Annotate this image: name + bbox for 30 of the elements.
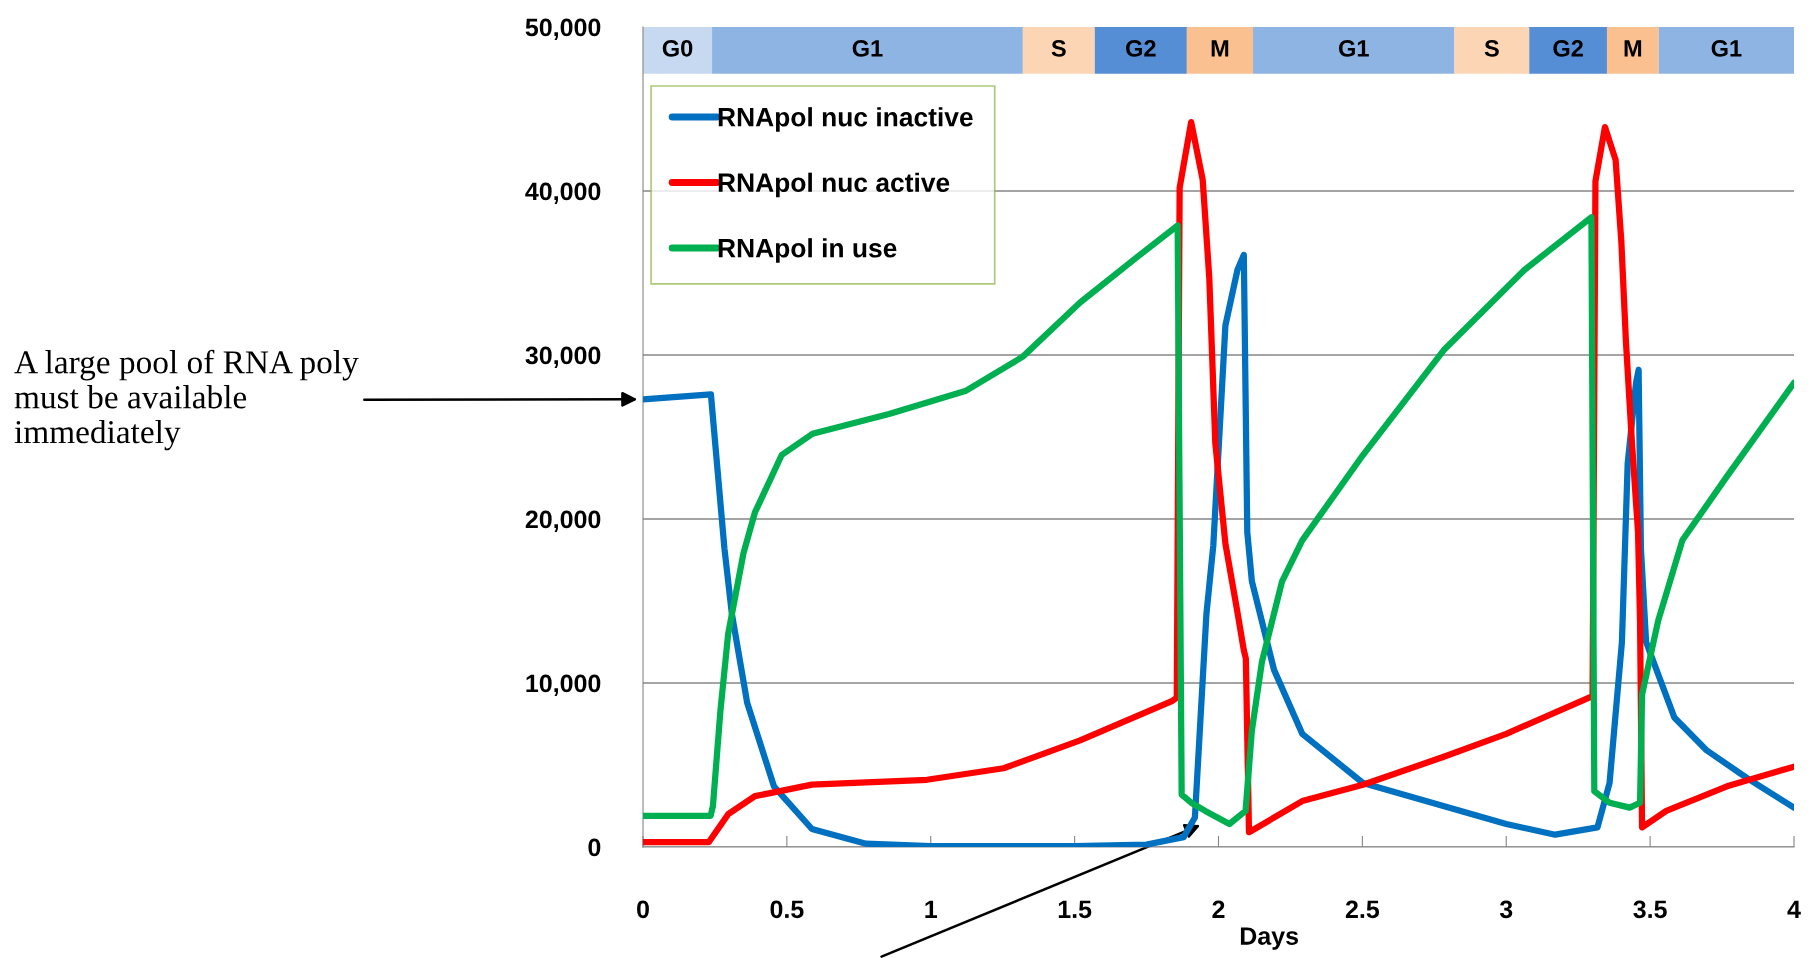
x-tick-label: 1 — [925, 900, 938, 918]
band-label: G1 — [1338, 39, 1369, 57]
band-label: S — [1484, 39, 1499, 57]
band-label: G2 — [1126, 39, 1156, 57]
x-tick-label: 1.5 — [1058, 900, 1092, 919]
x-axis-title: Days — [1240, 927, 1298, 950]
x-tick-label: 0.5 — [770, 900, 804, 919]
x-tick-label: 2 — [1212, 900, 1225, 918]
legend-label: RNApol in use — [718, 238, 897, 263]
y-tick-label: 0 — [588, 838, 601, 857]
x-tick-label: 2.5 — [1345, 900, 1380, 919]
annotation: A large pool of RNA poly must be available immediately — [14, 349, 359, 451]
y-tick-label: 50,000 — [525, 18, 601, 40]
x-tick-label: 4 — [1787, 900, 1801, 918]
band-label: M — [1211, 40, 1229, 57]
y-tick-label: 10,000 — [526, 674, 601, 696]
band-label: M — [1624, 40, 1642, 57]
y-tick-label: 30,000 — [525, 346, 601, 368]
band-label: G0 — [662, 39, 693, 57]
x-tick-label: 0 — [637, 900, 649, 919]
y-tick-label: 40,000 — [525, 182, 601, 204]
band-label: S — [1051, 39, 1066, 57]
band-label: G1 — [852, 39, 883, 57]
band-label: G2 — [1553, 39, 1583, 57]
legend-label: RNApol nuc inactive — [718, 107, 973, 132]
x-tick-label: 3 — [1499, 900, 1513, 919]
x-tick-label: 3.5 — [1633, 900, 1667, 919]
y-tick-label: 20,000 — [525, 510, 601, 532]
band-label: G1 — [1711, 39, 1742, 57]
legend-label: RNApol nuc active — [718, 172, 950, 198]
